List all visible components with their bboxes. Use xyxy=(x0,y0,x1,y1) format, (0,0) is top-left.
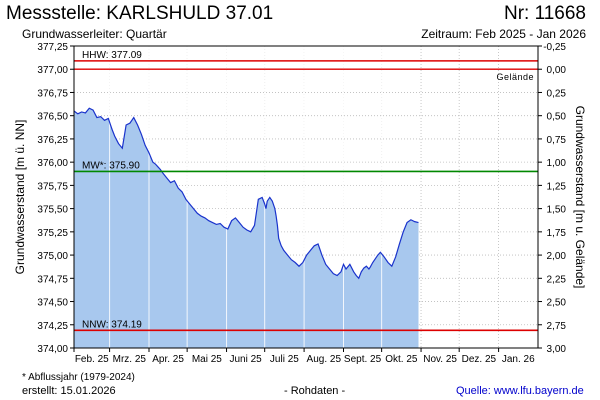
y-tick-label: 376,75 xyxy=(37,88,68,99)
period-label: Zeitraum: Feb 2025 - Jan 2026 xyxy=(421,27,586,41)
y-right-tick-label: 0,50 xyxy=(547,112,567,123)
y-axis-title: Grundwasserstand [m ü. NN] xyxy=(13,120,27,275)
y-tick-label: 375,75 xyxy=(37,181,68,192)
y-right-tick-label: 1,00 xyxy=(547,158,567,169)
series-area xyxy=(74,108,419,349)
y-tick-label: 374,25 xyxy=(37,321,68,332)
y-right-tick-label: 0,00 xyxy=(547,65,567,76)
reference-label-nnw: NNW: 374.19 xyxy=(82,319,142,330)
x-tick-label: Aug. 25 xyxy=(307,354,342,365)
created-date: erstellt: 15.01.2026 xyxy=(22,385,116,397)
y-tick-label: 374,00 xyxy=(37,344,68,355)
raw-data-note: - Rohdaten - xyxy=(284,385,346,397)
source-link[interactable]: Quelle: www.lfu.bayern.de xyxy=(456,385,584,397)
y-right-tick-label: 2,75 xyxy=(547,321,567,332)
y-right-tick-label: 1,50 xyxy=(547,205,567,216)
x-tick-label: Jan. 26 xyxy=(502,354,535,365)
y-tick-label: 375,25 xyxy=(37,228,68,239)
x-tick-label: Juni 25 xyxy=(229,354,262,365)
footnote: * Abflussjahr (1979-2024) xyxy=(22,372,135,383)
x-tick-label: Dez. 25 xyxy=(462,354,497,365)
y-tick-label: 377,25 xyxy=(37,42,68,53)
y-right-tick-label: 0,25 xyxy=(547,88,567,99)
y-tick-label: 377,00 xyxy=(37,65,68,76)
x-tick-label: Apr. 25 xyxy=(152,354,184,365)
page-title: Messstelle: KARLSHULD 37.01 xyxy=(6,3,274,24)
x-tick-label: Mai 25 xyxy=(192,354,222,365)
plot-frame xyxy=(73,45,539,349)
y-tick-label: 374,50 xyxy=(37,298,68,309)
y-right-axis-title: Grundwasserstand [m u. Gelände] xyxy=(573,106,587,289)
y-right-tick-label: 2,50 xyxy=(547,298,567,309)
reference-label-mw: MW*: 375.90 xyxy=(82,160,140,171)
y-right-tick-label: 3,00 xyxy=(547,344,567,355)
x-tick-label: Sept. 25 xyxy=(344,354,382,365)
y-right-tick-label: -0,25 xyxy=(543,42,566,53)
y-tick-label: 376,25 xyxy=(37,135,68,146)
y-right-tick-label: 2,00 xyxy=(547,251,567,262)
station-number: Nr: 11668 xyxy=(503,3,586,24)
x-tick-label: Nov. 25 xyxy=(423,354,457,365)
series-line xyxy=(73,107,419,280)
y-tick-label: 376,50 xyxy=(37,112,68,123)
y-right-tick-label: 0,75 xyxy=(547,135,567,146)
y-right-tick-label: 2,25 xyxy=(547,274,567,285)
y-right-tick-label: 1,75 xyxy=(547,228,567,239)
x-tick-label: Juli 25 xyxy=(270,354,299,365)
reference-label-hhw: HHW: 377.09 xyxy=(82,50,142,61)
y-tick-label: 374,75 xyxy=(37,274,68,285)
x-tick-label: Mrz. 25 xyxy=(113,354,147,365)
x-tick-label: Okt. 25 xyxy=(385,354,418,365)
x-tick-label: Feb. 25 xyxy=(75,354,109,365)
y-tick-label: 375,50 xyxy=(37,205,68,216)
aquifer-label: Grundwasserleiter: Quartär xyxy=(22,27,167,41)
gelaende-label: Gelände xyxy=(496,72,534,82)
y-right-tick-label: 1,25 xyxy=(547,181,567,192)
y-tick-label: 376,00 xyxy=(37,158,68,169)
y-tick-label: 375,00 xyxy=(37,251,68,262)
